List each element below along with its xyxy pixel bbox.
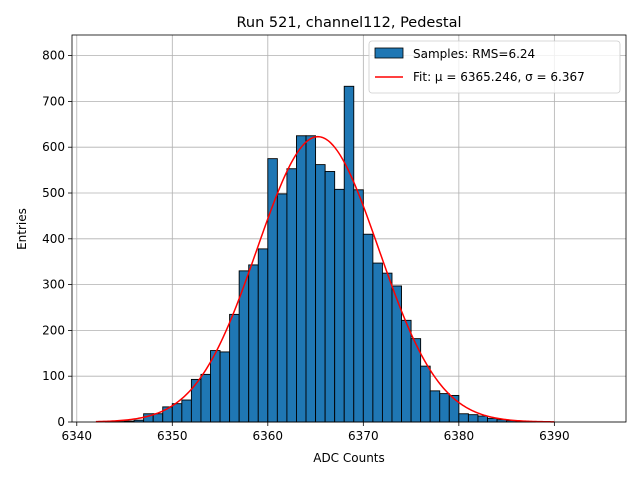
histogram-bar	[381, 272, 393, 423]
x-tick-label: 6380	[444, 429, 475, 443]
y-tick-label: 800	[42, 49, 65, 63]
histogram-bar	[362, 233, 374, 423]
histogram-bar	[477, 415, 488, 423]
y-tick-label: 500	[42, 186, 65, 200]
histogram-bar	[276, 193, 288, 423]
legend-label-samples: Samples: RMS=6.24	[413, 47, 535, 61]
histogram-bar	[286, 168, 297, 423]
legend-label-fit: Fit: μ = 6365.246, σ = 6.367	[413, 70, 585, 84]
histogram-bar	[229, 313, 240, 423]
histogram-bar	[248, 264, 259, 423]
x-tick-label: 6360	[253, 429, 284, 443]
histogram-bar	[372, 262, 383, 423]
histogram-bar	[343, 85, 355, 423]
histogram-bar	[467, 414, 479, 423]
histogram-bar	[439, 393, 450, 423]
y-axis-label: Entries	[15, 208, 29, 250]
histogram-bar	[200, 373, 211, 423]
y-tick-label: 300	[42, 278, 65, 292]
x-axis-label: ADC Counts	[313, 451, 385, 465]
histogram-bar	[401, 319, 412, 423]
histogram-bar	[171, 403, 183, 423]
x-tick-label: 6350	[157, 429, 188, 443]
histogram-bar	[353, 189, 364, 423]
histogram-bar	[458, 413, 469, 423]
histogram-bar	[315, 164, 326, 423]
plot-frame	[71, 34, 627, 423]
x-axis-ticks: 6340 6350 6360 6370 6380 6390	[62, 422, 570, 443]
histogram-bar	[305, 135, 317, 423]
histogram-bars	[104, 85, 536, 423]
gaussian-fit-curve	[95, 135, 555, 423]
legend: Samples: RMS=6.24 Fit: μ = 6365.246, σ =…	[368, 40, 621, 94]
y-tick-label: 400	[42, 232, 65, 246]
histogram-bar	[190, 378, 202, 423]
histogram-bar	[210, 350, 221, 423]
histogram-bar	[487, 417, 498, 423]
legend-swatch-samples	[374, 47, 404, 59]
histogram-bar	[257, 248, 269, 423]
histogram-bar	[181, 399, 192, 423]
histogram-bar	[296, 135, 307, 423]
histogram-bar	[334, 188, 345, 423]
y-tick-label: 0	[57, 415, 65, 429]
x-tick-label: 6390	[539, 429, 570, 443]
x-tick-label: 6370	[348, 429, 379, 443]
y-tick-label: 100	[42, 369, 65, 383]
y-tick-label: 200	[42, 323, 65, 337]
y-axis-ticks: 0 100 200 300 400 500 600 700 800	[42, 49, 72, 429]
y-tick-label: 700	[42, 94, 65, 108]
y-tick-label: 600	[42, 140, 65, 154]
histogram-bar	[429, 390, 441, 423]
legend-box	[368, 40, 621, 94]
histogram-bar	[420, 365, 431, 423]
histogram-bar	[324, 171, 336, 423]
chart-title: Run 521, channel112, Pedestal	[236, 15, 461, 31]
histogram-bar	[219, 351, 231, 423]
x-tick-label: 6340	[62, 429, 93, 443]
